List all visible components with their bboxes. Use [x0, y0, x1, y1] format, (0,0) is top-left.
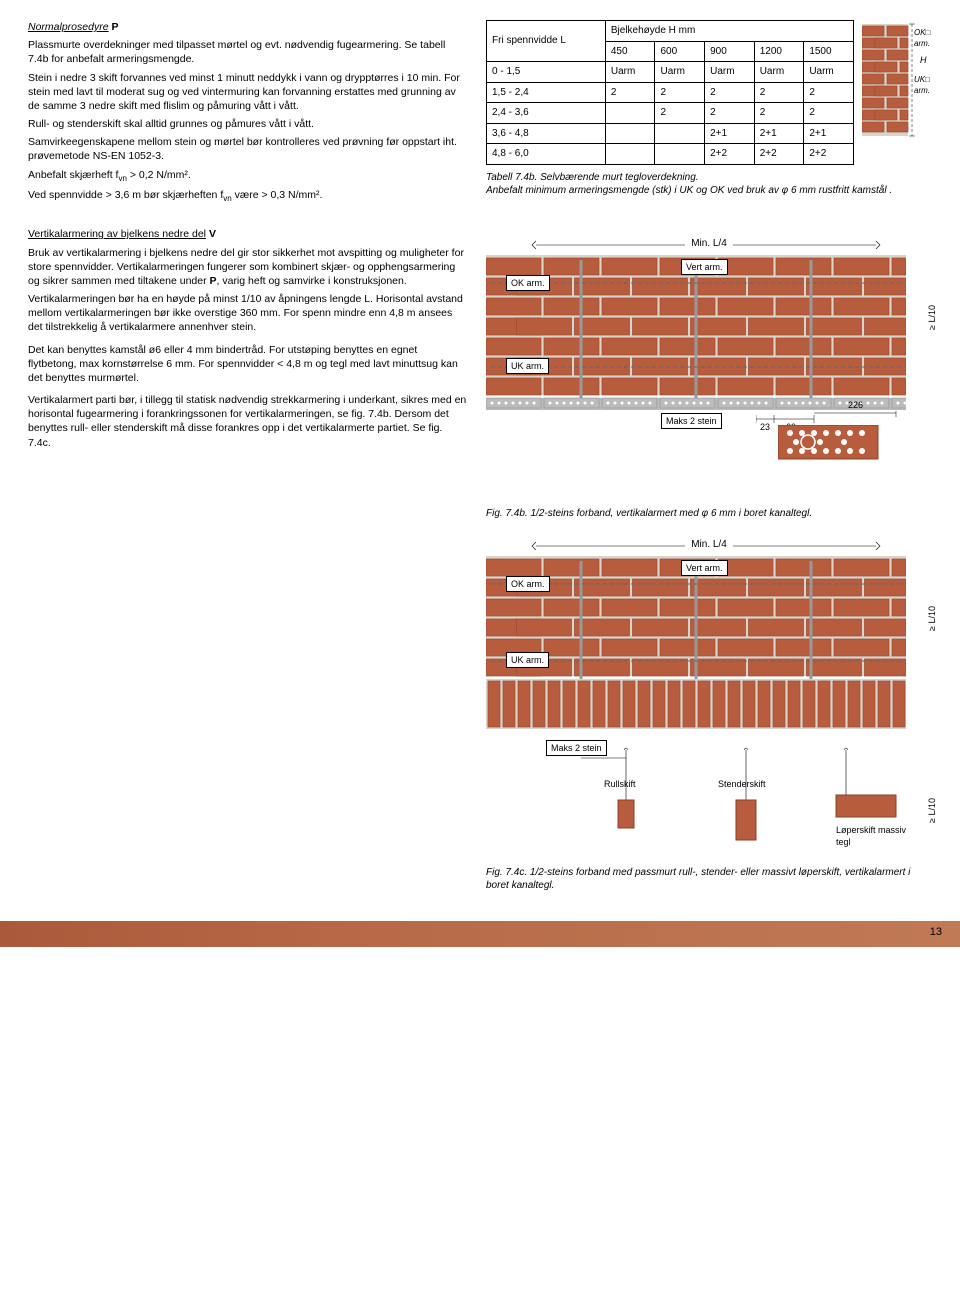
para: Bruk av vertikalarmering i bjelkens nedr… — [28, 246, 468, 289]
para: Vertikalarmert parti bør, i tillegg til … — [28, 393, 468, 450]
heading-normalprosedyre: Normalprosedyre — [28, 21, 109, 33]
figure-7-4c: OK arm. UK arm. Vert arm. ≥ L/10 — [486, 556, 932, 736]
section-vertikalarmering: Vertikalarmering av bjelkens nedre del V… — [28, 227, 468, 897]
table-area: Fri spennvidde L Bjelkehøyde H mm 450600… — [486, 20, 932, 209]
figure-7-4c-detail: Maks 2 stein Rullskift Stendersk — [486, 740, 932, 860]
figure-7-4b: OK arm. UK arm. Vert arm. Maks 2 stein ≥… — [486, 255, 932, 465]
heading-vertikalarmering: Vertikalarmering av bjelkens nedre del — [28, 228, 206, 240]
para: Anbefalt skjærheft fvn > 0,2 N/mm². — [28, 168, 468, 185]
para: Rull- og stenderskift skal alltid grunne… — [28, 117, 468, 131]
page-number: 13 — [930, 925, 942, 940]
page-footer: 13 — [0, 921, 960, 947]
label-min-l4-2: Min. L/4 — [486, 538, 932, 552]
section-normalprosedyre: Normalprosedyre P Plassmurte overdekning… — [28, 20, 468, 209]
table-7-4b: Fri spennvidde L Bjelkehøyde H mm 450600… — [486, 20, 854, 165]
fig-7-4c-caption: Fig. 7.4c. 1/2-steins forband med passmu… — [486, 866, 932, 893]
para: Stein i nedre 3 skift forvannes ved mins… — [28, 71, 468, 114]
table-legend-brick: OK□ arm. UK□ arm. H — [862, 20, 932, 165]
fig-7-4b-caption: Fig. 7.4b. 1/2-steins forband, vertikala… — [486, 507, 932, 521]
table-caption: Tabell 7.4b. Selvbærende murt tegloverde… — [486, 171, 932, 198]
label-min-l4-1: Min. L/4 — [486, 237, 932, 251]
para: Plassmurte overdekninger med tilpasset m… — [28, 38, 468, 66]
para: Samvirkeegenskapene mellom stein og mørt… — [28, 135, 468, 163]
para: Vertikalarmeringen bør ha en høyde på mi… — [28, 292, 468, 335]
para: Det kan benyttes kamstål ø6 eller 4 mm b… — [28, 343, 468, 386]
para: Ved spennvidde > 3,6 m bør skjærheften f… — [28, 188, 468, 205]
